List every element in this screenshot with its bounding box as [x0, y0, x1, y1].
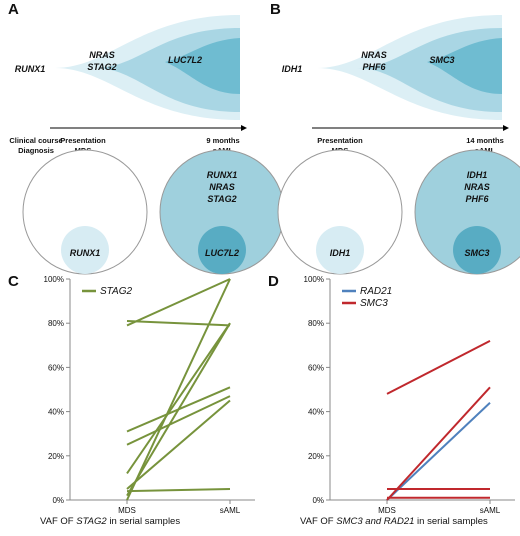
subclone — [198, 226, 246, 274]
label: B — [270, 1, 281, 18]
y-tick-label: 60% — [308, 363, 324, 372]
legend-label: SMC3 — [360, 298, 388, 309]
x-axis-title-part: STAG2 — [76, 516, 107, 527]
line — [386, 386, 491, 501]
label: 14 months — [466, 136, 504, 145]
line — [126, 487, 231, 493]
x-axis-title-part: SMC3 and RAD21 — [336, 516, 414, 527]
x-tick-label: MDS — [378, 506, 396, 515]
arrow-head — [503, 125, 509, 131]
label: LUC7L2 — [205, 248, 239, 258]
label: 9 months — [206, 136, 239, 145]
subclone — [316, 226, 364, 274]
line — [126, 322, 231, 475]
y-tick-label: 100% — [44, 275, 64, 284]
line — [386, 402, 491, 501]
line — [126, 395, 231, 446]
label: NRAS — [209, 182, 235, 192]
clone-3 — [165, 38, 240, 94]
label: Clinical course — [9, 136, 62, 145]
line — [126, 278, 231, 501]
legend-label: RAD21 — [360, 286, 392, 297]
label: RUNX1 — [15, 64, 46, 74]
label: STAG2 — [207, 194, 236, 204]
y-tick-label: 20% — [308, 452, 324, 461]
legend-label: STAG2 — [100, 286, 132, 297]
line — [126, 399, 231, 490]
y-tick-label: 80% — [308, 319, 324, 328]
label: IDH1 — [467, 170, 488, 180]
subclone — [61, 226, 109, 274]
label: IDH1 — [330, 248, 351, 258]
arrow-head — [241, 125, 247, 131]
label: A — [8, 1, 19, 18]
label: RUNX1 — [207, 170, 238, 180]
label: NRAS — [361, 50, 387, 60]
label: SMC3 — [464, 248, 489, 258]
y-tick-label: 0% — [312, 496, 324, 505]
x-tick-label: sAML — [480, 506, 501, 515]
subclone — [453, 226, 501, 274]
label: PHF6 — [465, 194, 489, 204]
y-tick-label: 60% — [48, 363, 64, 372]
label: SMC3 — [429, 55, 454, 65]
label: RUNX1 — [70, 248, 101, 258]
line — [386, 339, 491, 395]
label: D — [268, 273, 279, 290]
clone-3 — [427, 38, 502, 94]
label: Presentation — [60, 136, 106, 145]
y-tick-label: 40% — [48, 408, 64, 417]
label: LUC7L2 — [168, 55, 202, 65]
label: Presentation — [317, 136, 363, 145]
label: NRAS — [464, 182, 490, 192]
line — [126, 386, 231, 433]
label: PHF6 — [362, 62, 386, 72]
label: STAG2 — [87, 62, 116, 72]
y-tick-label: 80% — [48, 319, 64, 328]
line — [126, 278, 231, 327]
x-tick-label: sAML — [220, 506, 241, 515]
x-axis-title-part: VAF OF — [300, 516, 336, 527]
label: NRAS — [89, 50, 115, 60]
y-tick-label: 20% — [48, 452, 64, 461]
x-axis-title-part: in serial samples — [414, 516, 488, 527]
label: IDH1 — [282, 64, 303, 74]
line — [126, 319, 231, 327]
x-axis-title: VAF OF STAG2 in serial samples — [40, 516, 180, 527]
label: Diagnosis — [18, 146, 54, 155]
y-tick-label: 40% — [308, 408, 324, 417]
x-axis-title-part: VAF OF — [40, 516, 76, 527]
y-tick-label: 0% — [52, 496, 64, 505]
x-axis-title: VAF OF SMC3 and RAD21 in serial samples — [300, 516, 488, 527]
label: C — [8, 273, 19, 290]
x-tick-label: MDS — [118, 506, 136, 515]
y-tick-label: 100% — [304, 275, 324, 284]
x-axis-title-part: in serial samples — [107, 516, 181, 527]
